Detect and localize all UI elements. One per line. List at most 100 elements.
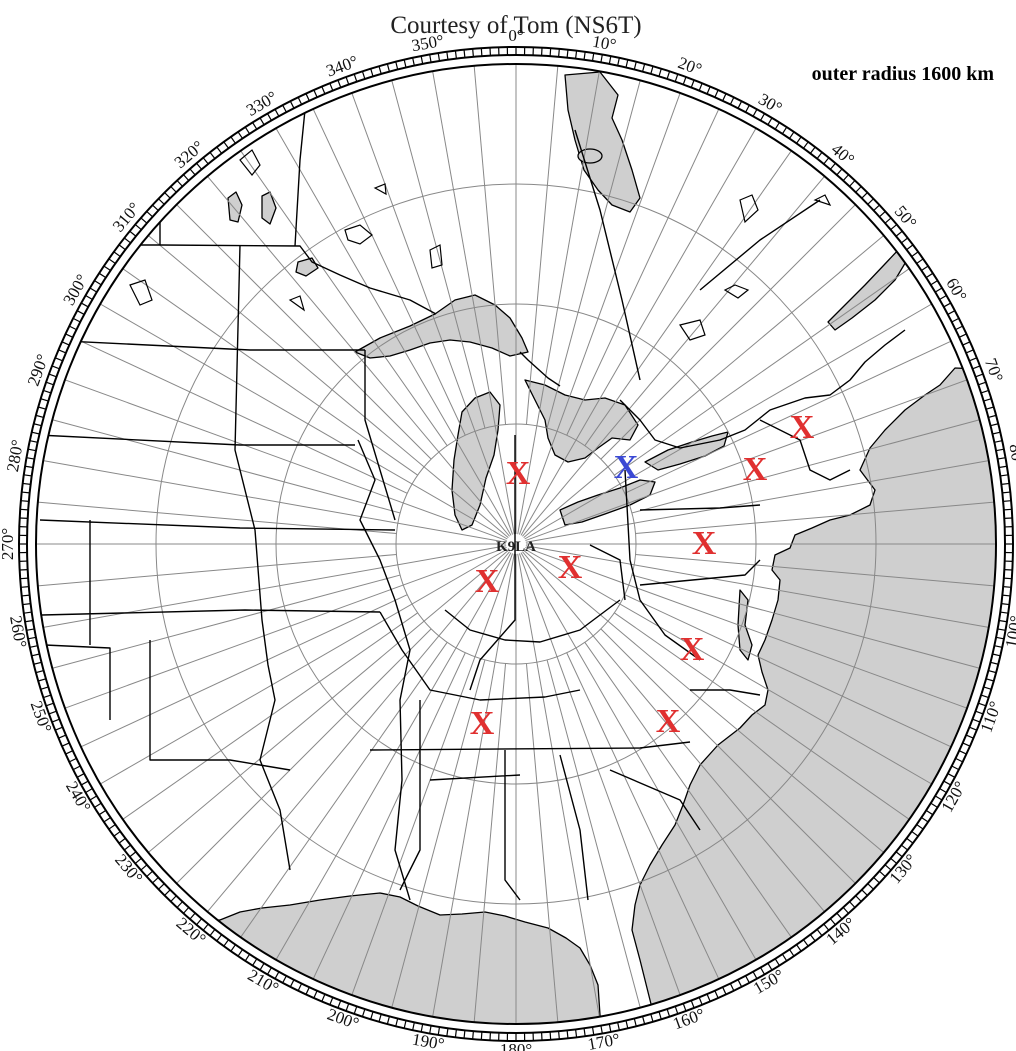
bezel-tick: [437, 1026, 441, 1035]
bezel-tick: [140, 217, 148, 224]
azimuth-label: 0°: [508, 26, 523, 45]
bezel-tick: [164, 192, 171, 199]
bezel-tick: [1002, 594, 1011, 597]
azimuth-spoke: [525, 545, 989, 628]
northern-lakes: [129, 149, 832, 341]
azimuth-spoke: [600, 204, 856, 460]
bezel-tick: [51, 718, 60, 723]
bezel-tick: [321, 86, 326, 95]
bezel-tick: [65, 333, 74, 338]
bezel-tick: [244, 953, 251, 962]
bezel-tick: [21, 491, 30, 494]
bezel-tick: [118, 837, 126, 844]
azimuth-spoke: [100, 548, 508, 785]
azimuth-label: 170°: [586, 1030, 621, 1051]
bezel-tick: [842, 906, 850, 914]
bezel-tick: [698, 82, 703, 91]
bezel-tick: [682, 1003, 687, 1012]
bezel-tick: [849, 901, 856, 908]
bezel-tick: [916, 258, 924, 265]
bezel-tick: [216, 146, 223, 154]
azimuth-spoke: [147, 235, 509, 538]
bezel-tick: [884, 864, 892, 871]
azimuth-spoke: [80, 594, 408, 748]
bezel-tick: [329, 997, 334, 1006]
bezel-tick: [994, 645, 1003, 648]
bezel-tick: [867, 883, 874, 890]
bezel-tick: [337, 1000, 342, 1009]
bezel-tick: [943, 302, 951, 308]
bezel-tick: [574, 1029, 578, 1038]
bezel-tick: [774, 958, 780, 966]
azimuth-spoke: [473, 65, 507, 425]
bezel-tick: [463, 1030, 466, 1039]
bezel-tick: [54, 357, 63, 362]
bezel-tick: [72, 317, 81, 323]
bezel-tick: [76, 773, 85, 778]
bezel-tick: [146, 210, 154, 218]
bezel-tick: [189, 168, 196, 176]
bezel-tick: [20, 577, 29, 580]
bezel-tick: [244, 126, 251, 135]
bezel-tick: [729, 97, 735, 105]
bezel-tick: [164, 889, 171, 896]
bezel-tick: [617, 57, 620, 66]
bezel-tick: [962, 341, 971, 346]
azimuth-spoke: [176, 204, 432, 460]
bezel-tick: [1001, 602, 1010, 606]
bezel-tick: [289, 979, 295, 988]
bezel-tick: [29, 645, 38, 648]
bezel-tick: [781, 953, 788, 962]
bezel-tick: [313, 990, 318, 999]
bezel-tick: [823, 923, 830, 931]
bezel-tick: [45, 702, 54, 707]
bezel-tick: [1003, 586, 1012, 588]
bezel-tick: [40, 398, 49, 402]
bezel-tick: [809, 146, 816, 154]
bezel-tick: [829, 162, 836, 170]
azimuth-spoke: [80, 340, 408, 494]
azimuth-spoke: [100, 303, 508, 540]
bezel-tick: [978, 381, 987, 386]
bezel-tick: [975, 373, 984, 378]
azimuth-spoke: [566, 652, 720, 980]
azimuth-spoke: [635, 553, 995, 587]
bezel-tick: [337, 79, 342, 88]
bezel-tick: [146, 870, 154, 878]
azimuth-spoke: [207, 175, 510, 537]
bezel-tick: [454, 1029, 458, 1038]
azimuth-spoke: [176, 628, 432, 884]
bezel-tick: [849, 180, 856, 187]
bezel-tick: [943, 780, 951, 786]
bezel-tick: [134, 857, 142, 864]
bezel-tick: [252, 122, 258, 130]
azimuth-spoke: [525, 65, 559, 425]
bezel-tick: [297, 97, 303, 105]
bezel-tick: [237, 131, 244, 139]
bezel-tick: [921, 816, 929, 823]
azimuth-label: 80°: [1005, 442, 1016, 469]
bezel-tick: [395, 61, 399, 70]
bezel-tick: [429, 54, 432, 63]
azimuth-spoke: [207, 551, 510, 913]
bezel-tick: [89, 795, 98, 801]
bezel-tick: [947, 310, 956, 315]
bezel-tick: [223, 939, 230, 947]
azimuth-label: 100°: [1002, 614, 1016, 649]
bezel-tick: [574, 50, 578, 59]
bezel-tick: [674, 73, 679, 82]
bezel-tick: [992, 653, 1001, 657]
azimuth-spoke: [312, 108, 466, 436]
bezel-tick: [31, 653, 40, 657]
bezel-tick: [345, 76, 350, 85]
azimuth-spoke: [275, 128, 512, 536]
bezel-tick: [202, 923, 209, 931]
bezel-tick: [988, 414, 997, 419]
bezel-tick: [988, 669, 997, 674]
map-boundary: [35, 63, 997, 1025]
hudson-bay: [564, 71, 641, 213]
bezel-tick: [35, 414, 44, 419]
azimuth-label: 140°: [822, 914, 859, 949]
